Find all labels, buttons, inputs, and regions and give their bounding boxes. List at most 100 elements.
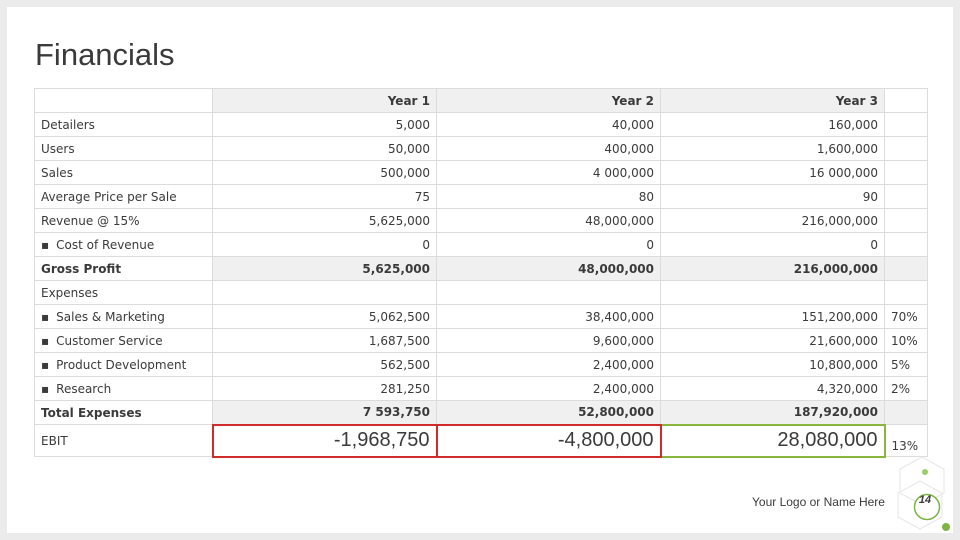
year-2-value: 80	[436, 184, 661, 209]
green-dot-icon	[922, 469, 928, 475]
ebit-pct-value: 13%	[884, 424, 928, 457]
year-2-value: 52,800,000	[436, 400, 661, 425]
financials-table: Year 1 Year 2 Year 3 Detailers 5,000 40,…	[34, 88, 928, 458]
year-1-value	[212, 280, 437, 305]
page-title: Financials	[35, 37, 175, 72]
row-label: ▪ Cost of Revenue	[34, 232, 213, 257]
row-label: Revenue @ 15%	[34, 208, 213, 233]
year-2-value: 2,400,000	[436, 352, 661, 377]
table-row-gross-profit: Gross Profit 5,625,000 48,000,000 216,00…	[34, 256, 928, 281]
table-header-row: Year 1 Year 2 Year 3	[34, 88, 928, 113]
year-3-value: 187,920,000	[660, 400, 885, 425]
table-row-sales: Sales 500,000 4 000,000 16 000,000	[34, 160, 928, 185]
pct-value	[884, 112, 928, 137]
year-3-value: 1,600,000	[660, 136, 885, 161]
row-label: Sales	[34, 160, 213, 185]
year-1-value: 5,625,000	[212, 208, 437, 233]
year-1-value: 5,062,500	[212, 304, 437, 329]
bullet-icon: ▪	[41, 309, 50, 324]
row-label-text: Product Development	[56, 357, 187, 372]
year-2-value: 0	[436, 232, 661, 257]
header-year-3: Year 3	[660, 88, 885, 113]
year-2-value: 2,400,000	[436, 376, 661, 401]
green-dot-icon	[942, 523, 950, 531]
header-year-1: Year 1	[212, 88, 437, 113]
pct-value	[884, 400, 928, 425]
table-row-product-development: ▪ Product Development 562,500 2,400,000 1…	[34, 352, 928, 377]
year-3-value	[660, 280, 885, 305]
year-1-value: 281,250	[212, 376, 437, 401]
row-label: ▪ Sales & Marketing	[34, 304, 213, 329]
year-3-value: 216,000,000	[660, 256, 885, 281]
row-label: EBIT	[34, 424, 213, 457]
bullet-icon: ▪	[41, 333, 50, 348]
table-row-customer-service: ▪ Customer Service 1,687,500 9,600,000 21…	[34, 328, 928, 353]
year-3-value: 21,600,000	[660, 328, 885, 353]
year-1-value: 1,687,500	[212, 328, 437, 353]
row-label: Expenses	[34, 280, 213, 305]
table-row-total-expenses: Total Expenses 7 593,750 52,800,000 187,…	[34, 400, 928, 425]
table-row-ebit: EBIT -1,968,750 -4,800,000 28,080,000 13…	[34, 423, 928, 458]
page-number: 14	[918, 494, 932, 506]
year-1-value: 75	[212, 184, 437, 209]
table-row-users: Users 50,000 400,000 1,600,000	[34, 136, 928, 161]
year-3-value: 10,800,000	[660, 352, 885, 377]
year-1-value: 562,500	[212, 352, 437, 377]
pct-value: 5%	[884, 352, 928, 377]
header-empty-cell	[34, 88, 213, 113]
row-label: ▪ Product Development	[34, 352, 213, 377]
table-row-average-price: Average Price per Sale 75 80 90	[34, 184, 928, 209]
year-2-value: 40,000	[436, 112, 661, 137]
slide: Financials Year 1 Year 2 Year 3 Detailer…	[7, 7, 953, 533]
year-2-value	[436, 280, 661, 305]
table-row-sales-marketing: ▪ Sales & Marketing 5,062,500 38,400,000 …	[34, 304, 928, 329]
year-1-value: 50,000	[212, 136, 437, 161]
bullet-icon: ▪	[41, 237, 50, 252]
year-3-value: 216,000,000	[660, 208, 885, 233]
year-2-value: 400,000	[436, 136, 661, 161]
year-2-value: 48,000,000	[436, 208, 661, 233]
table-row-cost-of-revenue: ▪ Cost of Revenue 0 0 0	[34, 232, 928, 257]
ebit-year-1-value: -1,968,750	[211, 423, 438, 458]
year-3-value: 160,000	[660, 112, 885, 137]
row-label: ▪ Research	[34, 376, 213, 401]
table-row-revenue: Revenue @ 15% 5,625,000 48,000,000 216,0…	[34, 208, 928, 233]
row-label-text: Sales & Marketing	[56, 309, 165, 324]
page-number-circle	[913, 493, 941, 521]
year-2-value: 9,600,000	[436, 328, 661, 353]
decorative-hexagon-graphic	[897, 456, 950, 531]
row-label: ▪ Customer Service	[34, 328, 213, 353]
year-1-value: 5,000	[212, 112, 437, 137]
year-1-value: 5,625,000	[212, 256, 437, 281]
pct-value	[884, 160, 928, 185]
row-label-text: Cost of Revenue	[56, 237, 155, 252]
row-label: Average Price per Sale	[34, 184, 213, 209]
year-3-value: 0	[660, 232, 885, 257]
year-2-value: 4 000,000	[436, 160, 661, 185]
row-label: Detailers	[34, 112, 213, 137]
row-label: Gross Profit	[34, 256, 213, 281]
table-row-detailers: Detailers 5,000 40,000 160,000	[34, 112, 928, 137]
table-row-research: ▪ Research 281,250 2,400,000 4,320,000 2%	[34, 376, 928, 401]
logo-text: Your Logo or Name Here	[752, 495, 885, 509]
row-label: Total Expenses	[34, 400, 213, 425]
pct-value	[884, 136, 928, 161]
year-2-value: 48,000,000	[436, 256, 661, 281]
pct-value	[884, 232, 928, 257]
bullet-icon: ▪	[41, 357, 50, 372]
header-year-2: Year 2	[436, 88, 661, 113]
hexagon-outline-icon	[897, 480, 943, 530]
pct-value: 2%	[884, 376, 928, 401]
year-3-value: 4,320,000	[660, 376, 885, 401]
year-1-value: 0	[212, 232, 437, 257]
year-1-value: 500,000	[212, 160, 437, 185]
ebit-year-3-value: 28,080,000	[659, 423, 886, 458]
pct-value	[884, 208, 928, 233]
pct-value: 70%	[884, 304, 928, 329]
ebit-year-2-value: -4,800,000	[435, 423, 662, 458]
pct-value	[884, 256, 928, 281]
row-label: Users	[34, 136, 213, 161]
bullet-icon: ▪	[41, 381, 50, 396]
year-2-value: 38,400,000	[436, 304, 661, 329]
year-3-value: 151,200,000	[660, 304, 885, 329]
